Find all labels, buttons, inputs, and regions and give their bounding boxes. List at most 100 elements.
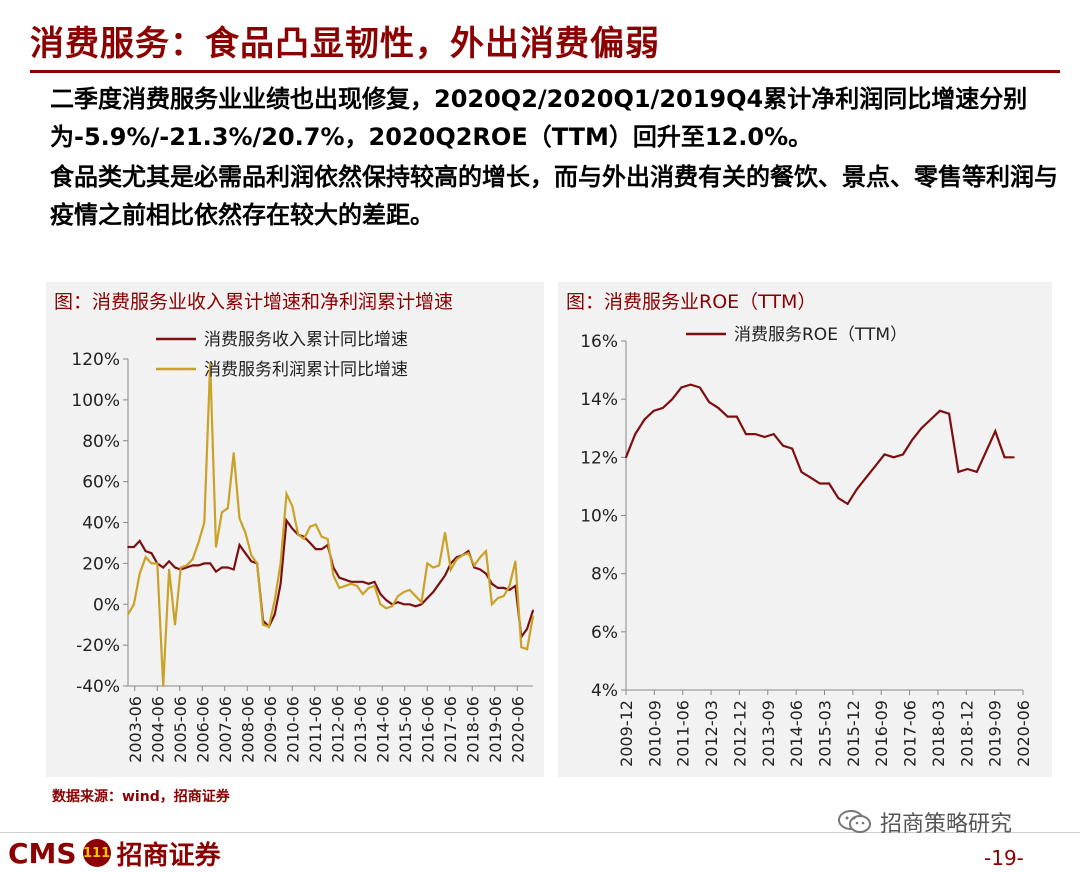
y-tick-label: -20% (76, 636, 120, 656)
summary-paragraph-2: 食品类尤其是必需品利润依然保持较高的增长，而与外出消费有关的餐饮、景点、零售等利… (50, 163, 1058, 229)
data-point (929, 418, 932, 421)
data-point (402, 591, 405, 593)
data-point (985, 450, 987, 453)
x-tick-label: 2008-06 (238, 696, 257, 763)
data-point (309, 525, 311, 528)
data-point (432, 591, 435, 593)
data-point (496, 587, 499, 589)
data-point (385, 599, 388, 602)
x-tick-label: 2014-06 (787, 700, 806, 767)
data-point (344, 578, 347, 581)
y-tick-label: 60% (82, 473, 120, 493)
data-point (911, 438, 914, 441)
x-tick-label: 2013-09 (759, 700, 778, 767)
data-point (479, 568, 482, 571)
data-point (491, 603, 493, 606)
brand-emblem-icon: 111 (82, 839, 111, 867)
wechat-icon (838, 810, 871, 833)
data-point (314, 548, 317, 550)
data-point (256, 562, 259, 565)
data-point (156, 562, 159, 565)
data-point (221, 511, 223, 514)
data-point (526, 648, 529, 651)
x-tick-label: 2010-06 (283, 696, 302, 763)
data-point (1012, 456, 1015, 459)
data-point (532, 609, 534, 612)
data-point (361, 593, 364, 595)
x-tick-label: 2019-09 (986, 700, 1005, 767)
data-point (508, 589, 511, 591)
data-point (367, 582, 370, 585)
data-point (438, 582, 440, 585)
data-point (197, 542, 200, 544)
data-point (373, 584, 376, 587)
data-point (338, 576, 341, 579)
data-point (326, 537, 329, 540)
data-point (203, 521, 206, 524)
data-point (273, 599, 276, 602)
y-tick-label: 4% (591, 681, 618, 701)
data-point (244, 531, 247, 534)
wechat-account-name: 招商策略研究 (880, 812, 1013, 837)
data-point (920, 427, 923, 430)
data-point (754, 433, 757, 435)
data-point (532, 615, 534, 618)
y-tick-label: 0% (93, 595, 120, 615)
data-point (449, 568, 452, 571)
data-point (772, 433, 775, 435)
y-tick-label: 6% (591, 623, 618, 643)
data-point (285, 519, 288, 522)
data-point (426, 562, 429, 565)
data-point (361, 580, 364, 583)
data-point (262, 623, 264, 626)
data-point (502, 587, 505, 589)
data-point (828, 482, 831, 485)
data-point (526, 627, 529, 630)
growth-line-chart: -40%-20%0%20%40%60%80%100%120%2003-06 200… (71, 330, 535, 763)
y-tick-label: 20% (82, 554, 120, 574)
data-point (267, 625, 270, 628)
data-point (314, 523, 317, 526)
data-point (662, 406, 664, 409)
y-tick-label: 8% (591, 565, 618, 585)
x-tick-label: 2016-06 (418, 696, 437, 763)
x-tick-label: 2015-06 (396, 696, 415, 763)
data-point (379, 603, 382, 606)
data-point (309, 542, 311, 544)
page-title: 消费服务：食品凸显韧性，外出消费偏弱 (30, 24, 660, 64)
data-point (174, 566, 176, 569)
data-point (185, 564, 188, 567)
y-tick-label: 80% (82, 432, 120, 452)
data-point (745, 433, 747, 435)
data-point (379, 593, 382, 595)
data-point (291, 527, 294, 530)
data-point (127, 546, 129, 548)
data-point (800, 470, 803, 473)
data-point (185, 566, 188, 569)
data-point (162, 685, 165, 687)
data-point (966, 468, 969, 470)
data-point (408, 589, 411, 591)
x-tick-label: 2013-06 (351, 696, 370, 763)
data-point (391, 605, 394, 608)
data-point (855, 488, 858, 491)
data-point (350, 580, 352, 583)
data-point (485, 550, 487, 553)
y-tick-label: 12% (580, 448, 618, 468)
chart-title: 图：消费服务业收入累计增速和净利润累计增速 (54, 291, 454, 313)
data-point (221, 566, 223, 569)
data-point (514, 584, 517, 587)
data-point (250, 554, 253, 557)
y-tick-label: 100% (71, 391, 120, 411)
data-point (226, 507, 229, 510)
data-point (846, 502, 849, 505)
data-point (809, 476, 812, 479)
data-point (150, 552, 153, 555)
data-point (975, 470, 978, 473)
data-point (698, 386, 701, 389)
data-point (671, 398, 674, 401)
data-point (708, 401, 710, 403)
x-tick-label: 2004-06 (148, 696, 167, 763)
x-tick-label: 2011-06 (306, 696, 325, 763)
x-tick-label: 2018-12 (957, 700, 976, 767)
